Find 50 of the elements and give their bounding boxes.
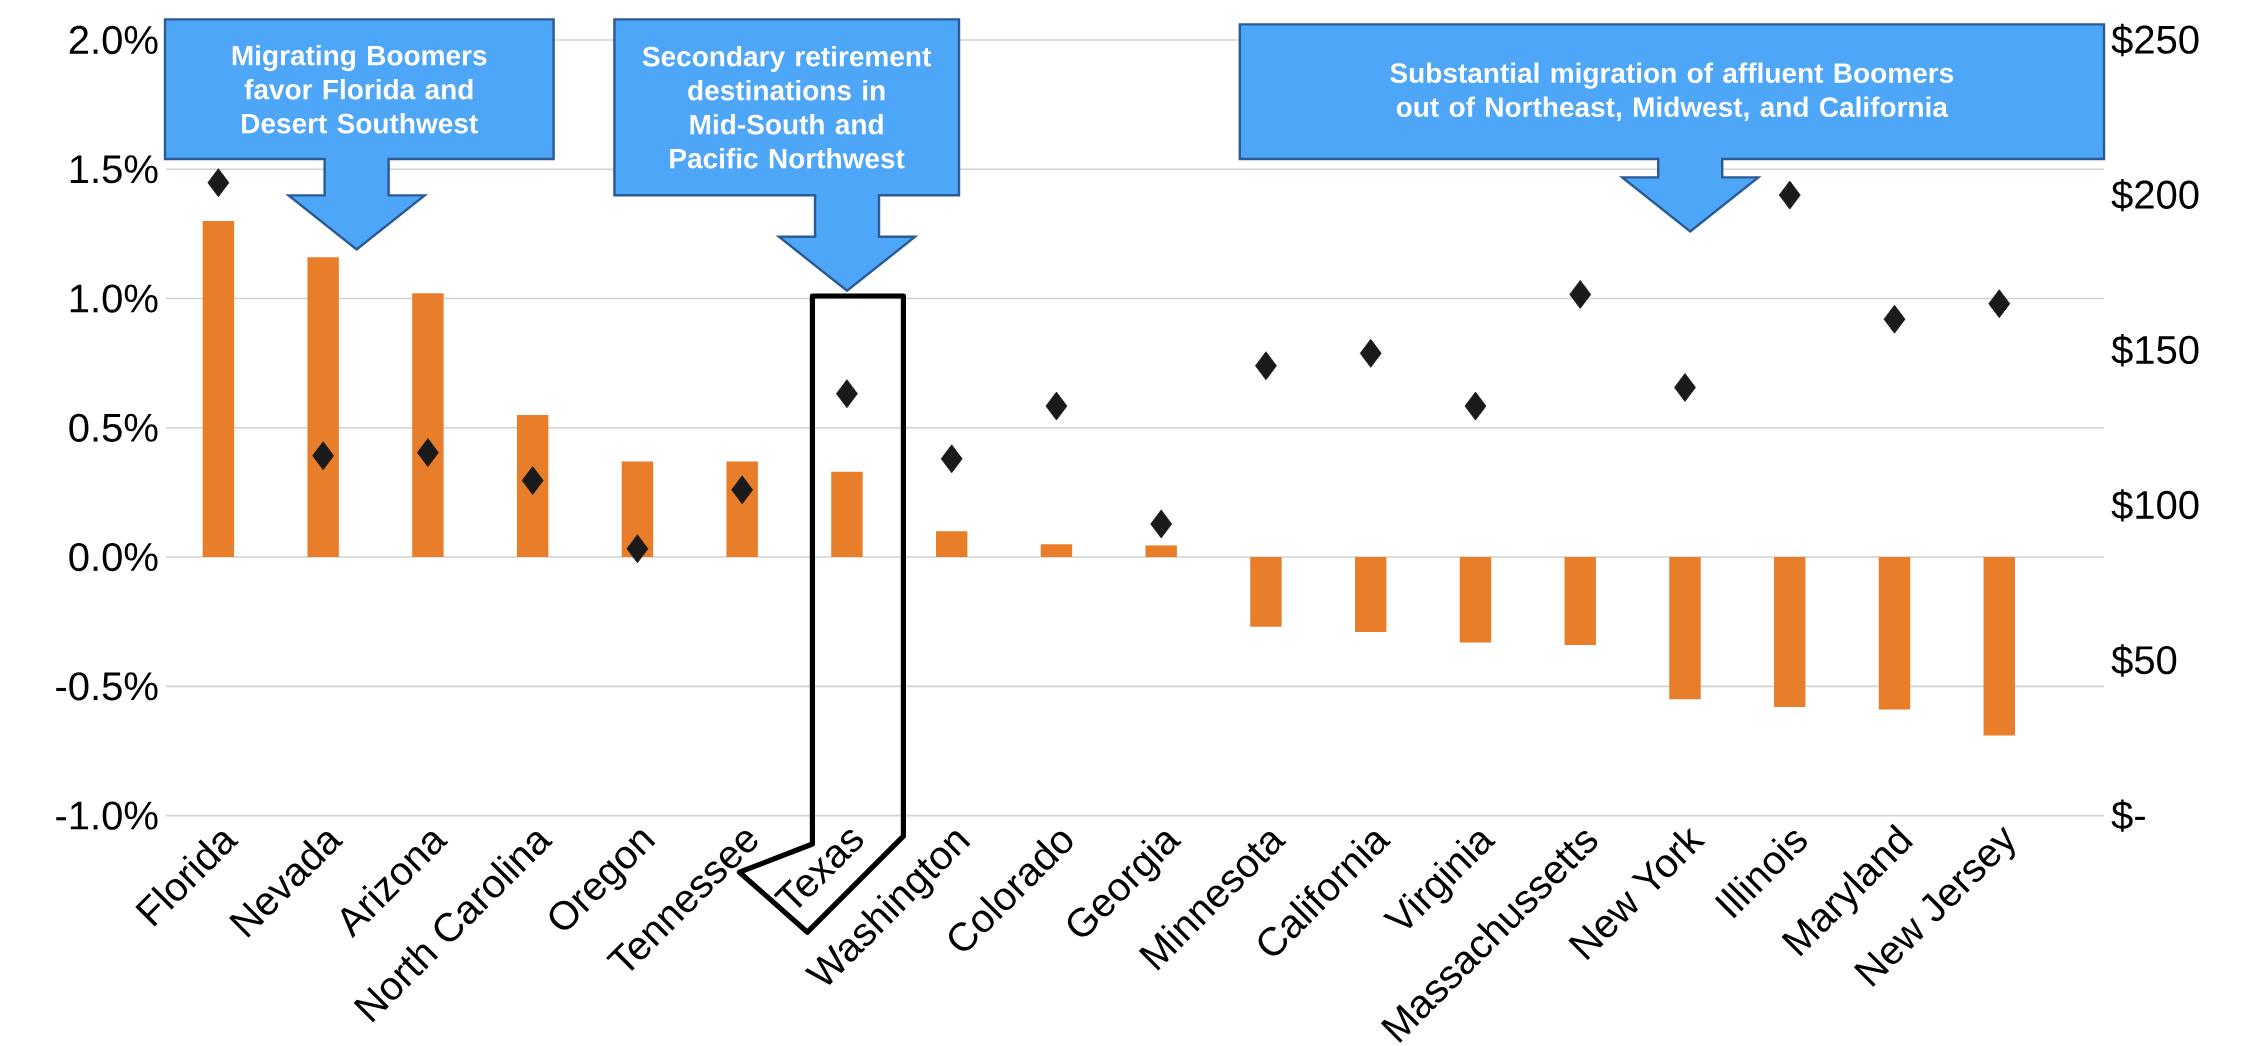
y-tick-label: 0.0% — [69, 542, 158, 572]
bar — [935, 531, 968, 558]
point — [626, 534, 649, 564]
annotation: Substantial migration of affluent Boomers out of Northeast, Midwest, and California — [1390, 62, 1954, 122]
point — [1778, 180, 1801, 210]
y2-tick-label: $100 — [2111, 489, 2199, 522]
bar — [831, 471, 863, 558]
y-tick-label: 1.0% — [70, 284, 158, 313]
annotation: Secondary retirement destinations in Mid-South and Pacific Northwest — [642, 45, 931, 169]
point — [940, 444, 963, 474]
bar — [1564, 557, 1596, 645]
bar — [1250, 557, 1282, 627]
y2-tick-label: $150 — [2111, 334, 2199, 367]
bar — [1774, 557, 1806, 708]
y-tick-label: -0.5% — [56, 672, 158, 701]
point — [1464, 391, 1487, 421]
point — [1569, 280, 1592, 309]
bar — [1040, 544, 1073, 558]
bar — [307, 257, 339, 558]
point — [1255, 351, 1277, 381]
point — [312, 441, 335, 471]
bar — [1459, 557, 1492, 643]
bar — [1145, 545, 1177, 558]
point — [1150, 509, 1173, 539]
point — [207, 168, 230, 198]
bar — [516, 414, 549, 558]
y-tick-label: -1.0% — [56, 801, 158, 830]
y-tick-label: 1.5% — [70, 155, 158, 184]
point — [1674, 373, 1696, 402]
point — [1359, 338, 1382, 368]
point — [1045, 391, 1068, 421]
point — [731, 475, 754, 505]
bar — [412, 293, 444, 558]
y2-tick-label: $250 — [2111, 23, 2199, 57]
point — [521, 466, 544, 495]
y2-tick-label: $- — [2111, 799, 2145, 832]
bar — [1355, 557, 1387, 633]
bar — [1878, 557, 1911, 710]
point — [417, 438, 439, 468]
y2-tick-label: $50 — [2111, 644, 2177, 677]
annotation: Migrating Boomers favor Florida and Desert Southwest — [232, 44, 487, 134]
bar — [1983, 557, 2015, 736]
point — [836, 379, 858, 409]
point — [1883, 304, 1906, 334]
y-tick-label: 2.0% — [69, 25, 158, 55]
bar — [1669, 557, 1701, 700]
y2-tick-label: $200 — [2111, 178, 2199, 212]
y-tick-label: 0.5% — [69, 413, 158, 442]
point — [1988, 289, 2011, 319]
bar — [202, 220, 235, 558]
